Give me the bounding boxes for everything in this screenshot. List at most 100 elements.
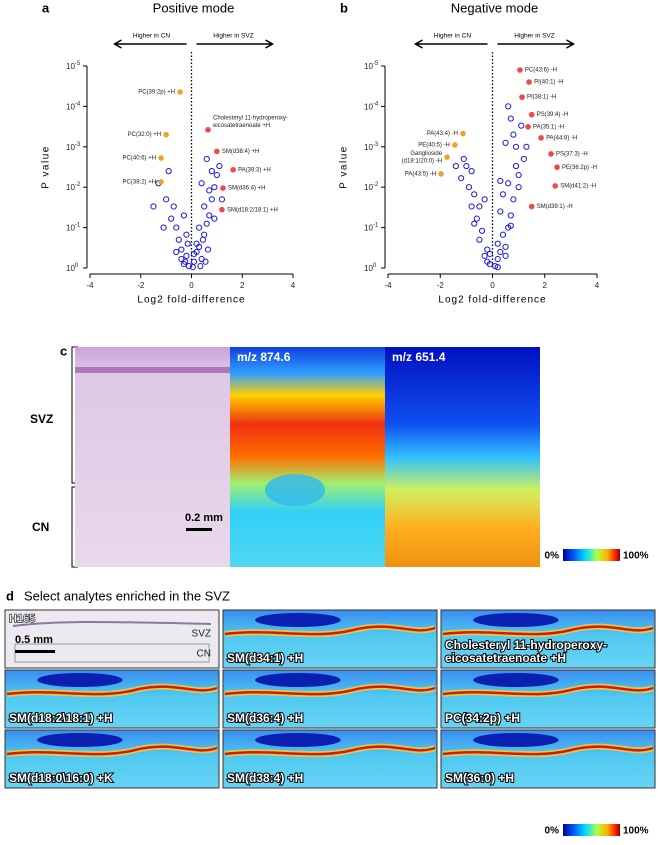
- highlight-point: [177, 89, 183, 95]
- highlight-point: [519, 94, 525, 100]
- data-point: [507, 212, 514, 219]
- data-point: [523, 143, 530, 150]
- point-label: PS(39:4) -H: [537, 112, 569, 118]
- colorbar-label: 100%: [623, 826, 649, 837]
- y-tick-exponent: -5: [373, 61, 379, 67]
- y-tick-base: 10: [364, 183, 373, 192]
- y-tick-base: 10: [66, 143, 75, 152]
- ion-image-detail: [255, 613, 341, 627]
- highlight-point: [158, 155, 164, 161]
- point-label: eicosatetraenoate +H: [213, 123, 270, 129]
- data-point: [183, 231, 190, 238]
- data-point: [518, 122, 525, 129]
- y-tick-label: 10-3: [364, 141, 379, 152]
- data-point: [478, 227, 486, 234]
- ion-image-detail: [37, 673, 123, 687]
- data-point: [198, 180, 205, 187]
- data-point: [183, 252, 190, 259]
- data-point: [502, 243, 509, 250]
- point-label: Cholesteryl 11-hydroperoxy-: [213, 116, 288, 122]
- region-label: SVZ: [30, 412, 53, 426]
- ion-image-band: [442, 685, 654, 696]
- highlight-point: [554, 164, 560, 171]
- data-point: [193, 240, 200, 247]
- data-point: [520, 155, 527, 163]
- chart-title: Positive mode: [153, 0, 235, 15]
- data-point: [460, 155, 467, 163]
- point-label: PC(39:2p) +H: [138, 90, 175, 96]
- data-point: [202, 258, 209, 265]
- ion-image-band: [6, 685, 218, 696]
- data-point: [468, 168, 475, 175]
- data-point: [175, 236, 182, 243]
- y-tick-exponent: 0: [75, 263, 79, 269]
- highlight-point: [438, 171, 444, 177]
- x-tick-label: 0: [189, 281, 194, 290]
- point-label: PA(43:5) -H: [405, 172, 436, 178]
- y-tick-base: 10: [364, 103, 373, 112]
- point-label: PC(32:0) +H: [128, 132, 162, 138]
- data-point: [203, 220, 210, 227]
- y-tick-exponent: -2: [75, 182, 81, 188]
- ion-image-band: [224, 745, 436, 756]
- data-point: [497, 177, 504, 185]
- y-tick-label: 100: [66, 263, 79, 274]
- highlight-point: [525, 124, 531, 130]
- highlight-point: [214, 148, 220, 155]
- x-axis-label: Log2 fold-difference: [438, 295, 546, 306]
- y-tick-label: 10-1: [364, 222, 379, 233]
- data-point: [512, 143, 520, 150]
- x-tick-label: -2: [137, 281, 145, 290]
- data-point: [165, 168, 172, 175]
- data-point: [505, 103, 512, 110]
- image-label: m/z 874.6: [237, 350, 291, 364]
- highlight-point: [460, 130, 466, 137]
- data-point: [473, 215, 480, 222]
- point-label: SM(d39:1) -H: [537, 204, 573, 210]
- data-point: [505, 180, 512, 187]
- highlight-point: [220, 185, 226, 191]
- data-point: [168, 215, 175, 222]
- data-point: [507, 115, 514, 122]
- region-label: SVZ: [192, 629, 211, 640]
- data-point: [216, 162, 223, 170]
- data-point: [173, 248, 180, 256]
- panel-title: Select analytes enriched in the SVZ: [24, 588, 230, 603]
- data-point: [507, 222, 514, 229]
- point-label: PC(38:2) +H: [123, 179, 157, 185]
- data-point: [499, 231, 507, 238]
- y-tick-label: 10-2: [364, 182, 379, 193]
- y-tick-base: 10: [66, 103, 75, 112]
- scale-bar: [15, 650, 55, 653]
- panel-letter: c: [60, 343, 67, 358]
- data-point: [510, 131, 517, 138]
- y-tick-exponent: -3: [373, 141, 379, 147]
- direction-arrow: [196, 39, 275, 49]
- chart-title: Negative mode: [451, 0, 538, 15]
- tile-label: SM(36:0) +H: [445, 771, 514, 785]
- ion-image-detail: [265, 474, 325, 506]
- highlight-point: [517, 67, 523, 73]
- point-label: PC(40:6) +H: [123, 156, 157, 162]
- y-tick-label: 10-1: [66, 222, 81, 233]
- highlight-point: [548, 151, 554, 157]
- highlight-point: [230, 166, 236, 173]
- region-label: CN: [32, 520, 49, 534]
- data-point: [182, 258, 189, 265]
- x-tick-label: 2: [240, 281, 245, 290]
- y-tick-base: 10: [66, 264, 75, 273]
- scale-bar-label: 0.2 mm: [185, 512, 223, 524]
- highlight-point: [219, 206, 225, 213]
- data-point: [481, 252, 488, 259]
- y-tick-exponent: -4: [75, 101, 81, 107]
- direction-label: Higher in SVZ: [213, 33, 253, 40]
- data-point: [208, 196, 215, 203]
- y-tick-label: 100: [364, 263, 377, 274]
- point-label: SM(d36:4) +H: [228, 186, 266, 192]
- data-point: [196, 224, 203, 231]
- x-tick-label: 2: [543, 281, 548, 290]
- data-point: [497, 248, 504, 256]
- point-label: Ganglioside: [410, 151, 442, 157]
- point-label: PA(44:8) -H: [546, 135, 577, 141]
- colorbar-label: 0%: [545, 551, 560, 562]
